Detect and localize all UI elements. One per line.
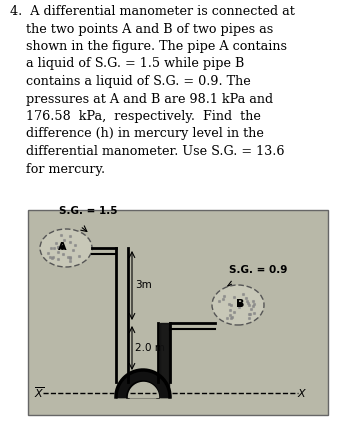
Bar <box>28 210 328 415</box>
Ellipse shape <box>40 229 92 267</box>
Text: 2.0 m: 2.0 m <box>135 343 165 353</box>
Text: A: A <box>58 242 66 252</box>
Text: h: h <box>134 378 141 388</box>
Text: $\overline{X}$: $\overline{X}$ <box>34 386 44 400</box>
Text: $X$: $X$ <box>297 387 307 399</box>
Text: B: B <box>236 299 244 309</box>
Text: 4.  A differential manometer is connected at
    the two points A and B of two p: 4. A differential manometer is connected… <box>10 5 295 175</box>
Text: 3m: 3m <box>135 280 152 291</box>
Text: S.G. = 0.9: S.G. = 0.9 <box>229 265 287 275</box>
Text: S.G. = 1.5: S.G. = 1.5 <box>59 206 117 216</box>
Ellipse shape <box>212 285 264 325</box>
